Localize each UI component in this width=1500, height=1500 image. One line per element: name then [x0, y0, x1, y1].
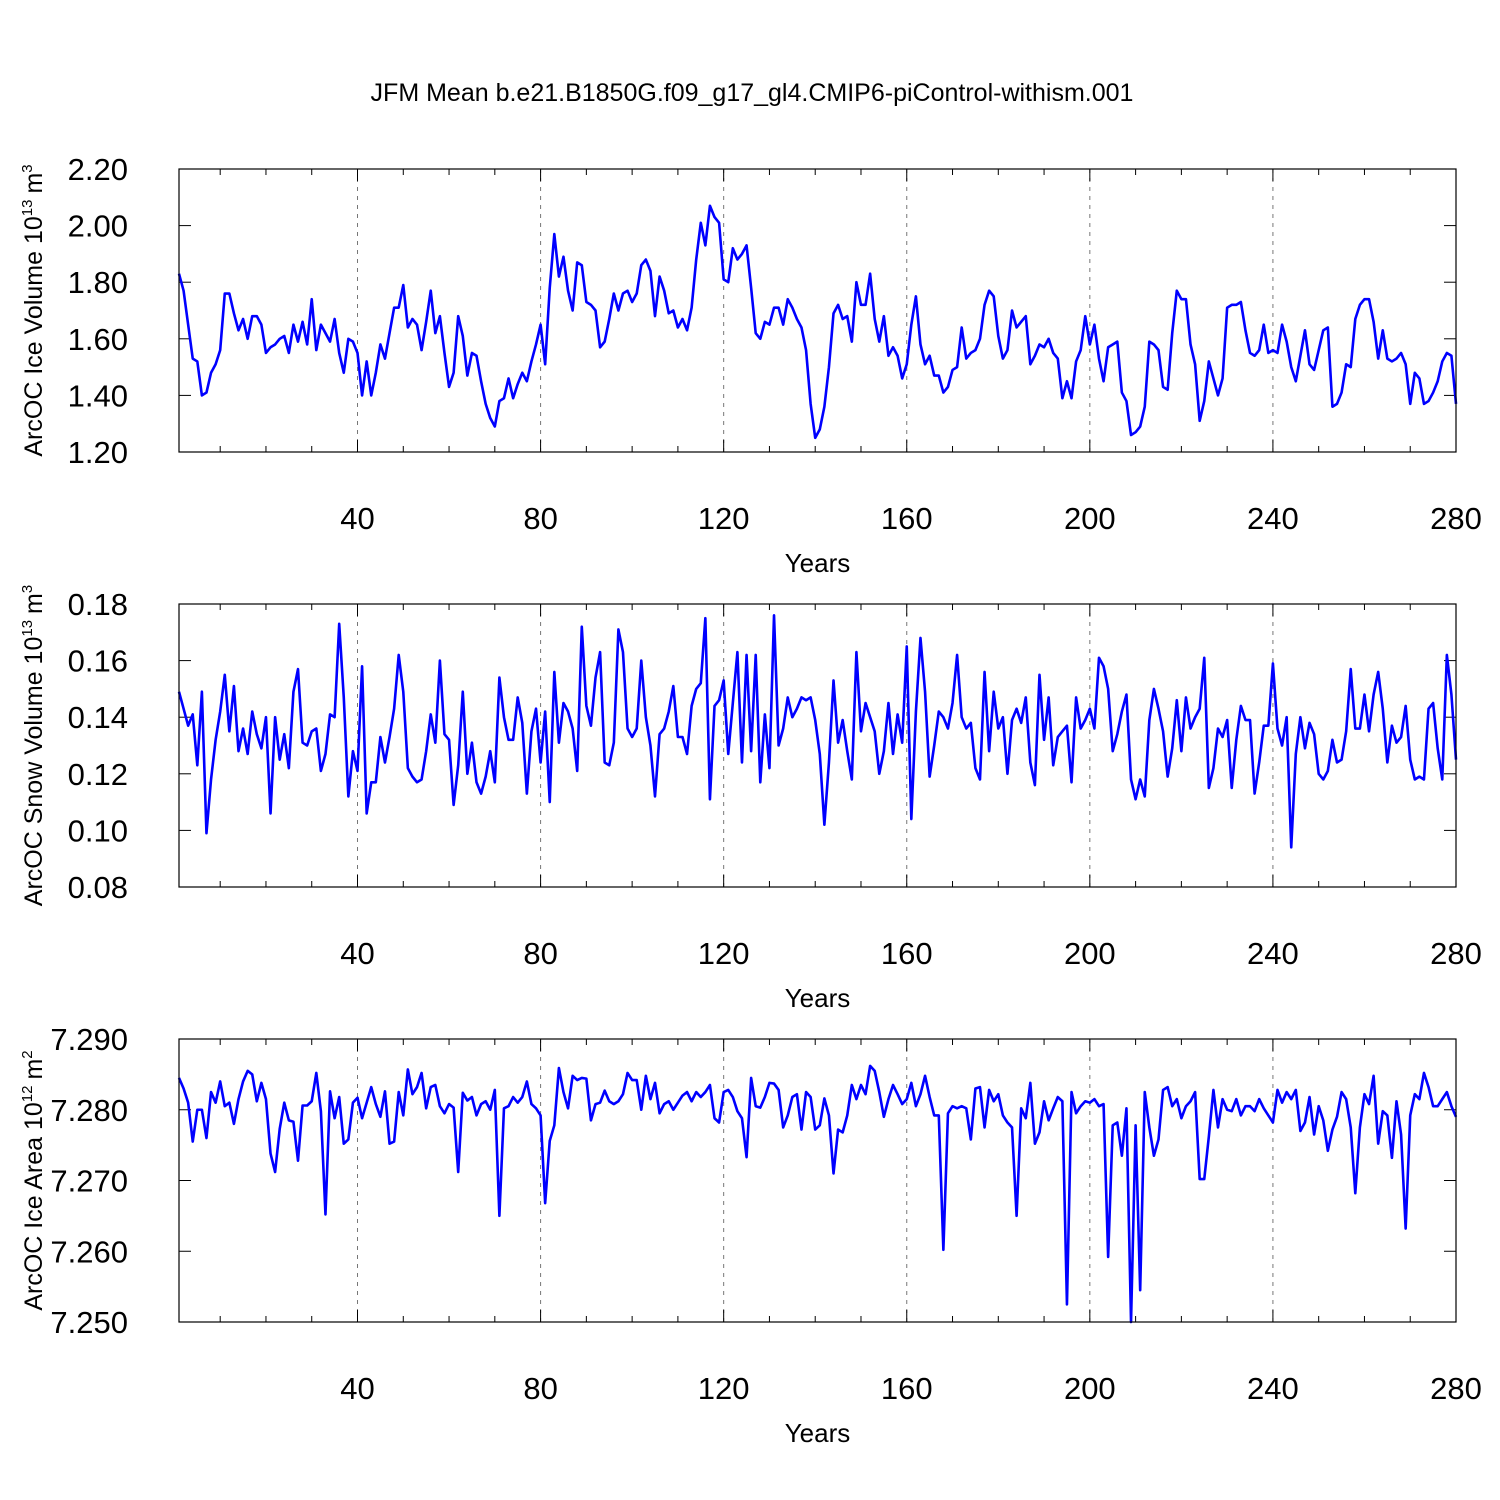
- y-tick-label: 2.20: [68, 152, 128, 187]
- y-axis-label-text: ArcOC Snow Volume 10: [20, 637, 48, 907]
- x-tick-label: 280: [1430, 936, 1482, 971]
- x-axis-label: Years: [785, 983, 851, 1013]
- x-tick-label: 120: [698, 1371, 750, 1406]
- data-line: [177, 204, 1458, 440]
- x-tick-label: 200: [1064, 501, 1116, 536]
- y-tick-label: 1.60: [68, 322, 128, 357]
- y-tick-label: 0.16: [68, 644, 128, 679]
- y-tick-label: 0.12: [68, 757, 128, 792]
- x-tick-label: 120: [698, 501, 750, 536]
- y-axis-label-unit: m: [20, 173, 48, 194]
- y-axis-label-unit-exponent: 3: [19, 164, 36, 172]
- y-axis-label: ArcOC Ice Volume 1013 m3: [19, 164, 48, 456]
- y-axis-label-text: ArcOC Ice Area 10: [20, 1102, 48, 1310]
- x-tick-label: 280: [1430, 1371, 1482, 1406]
- data-line: [177, 614, 1458, 849]
- chart-title: JFM Mean b.e21.B1850G.f09_g17_gl4.CMIP6-…: [371, 79, 1134, 107]
- x-tick-label: 40: [340, 501, 374, 536]
- y-tick-label: 1.80: [68, 265, 128, 300]
- x-tick-label: 80: [523, 936, 557, 971]
- x-tick-label: 280: [1430, 501, 1482, 536]
- y-tick-label: 2.00: [68, 209, 128, 244]
- plot-frame: [178, 1038, 1457, 1323]
- y-tick-label: 0.14: [68, 700, 128, 735]
- y-tick-label: 0.18: [68, 587, 128, 622]
- data-line: [177, 1064, 1458, 1324]
- y-tick-label: 7.280: [50, 1093, 128, 1128]
- plot-frame: [178, 168, 1457, 453]
- y-axis-label: ArcOC Snow Volume 1013 m3: [19, 585, 48, 906]
- x-tick-label: 240: [1247, 936, 1299, 971]
- x-tick-label: 40: [340, 936, 374, 971]
- x-axis-label: Years: [785, 548, 851, 578]
- y-tick-label: 0.08: [68, 870, 128, 905]
- y-axis-label-exponent: 13: [19, 620, 36, 637]
- x-tick-label: 200: [1064, 936, 1116, 971]
- x-tick-label: 40: [340, 1371, 374, 1406]
- y-tick-label: 7.260: [50, 1234, 128, 1269]
- y-tick-label: 7.250: [50, 1305, 128, 1340]
- x-tick-label: 80: [523, 501, 557, 536]
- x-tick-label: 240: [1247, 1371, 1299, 1406]
- y-tick-label: 1.20: [68, 435, 128, 470]
- x-tick-label: 80: [523, 1371, 557, 1406]
- y-axis-label-unit-exponent: 2: [19, 1050, 36, 1058]
- x-axis-label: Years: [785, 1418, 851, 1448]
- plot-frame: [178, 603, 1457, 888]
- y-tick-label: 7.290: [50, 1022, 128, 1057]
- x-tick-label: 240: [1247, 501, 1299, 536]
- y-axis-label-text: ArcOC Ice Volume 10: [20, 216, 48, 456]
- y-axis-label-exponent: 12: [19, 1086, 36, 1103]
- y-axis-label-unit-exponent: 3: [19, 585, 36, 593]
- y-tick-label: 7.270: [50, 1164, 128, 1199]
- y-axis-label-unit: m: [20, 593, 48, 614]
- y-tick-label: 1.40: [68, 378, 128, 413]
- x-tick-label: 200: [1064, 1371, 1116, 1406]
- x-tick-label: 160: [881, 1371, 933, 1406]
- y-axis-label-exponent: 13: [19, 200, 36, 217]
- y-axis-label-unit: m: [20, 1059, 48, 1080]
- x-tick-label: 160: [881, 501, 933, 536]
- x-tick-label: 120: [698, 936, 750, 971]
- x-tick-label: 160: [881, 936, 933, 971]
- y-tick-label: 0.10: [68, 813, 128, 848]
- y-axis-label: ArcOC Ice Area 1012 m2: [19, 1050, 48, 1310]
